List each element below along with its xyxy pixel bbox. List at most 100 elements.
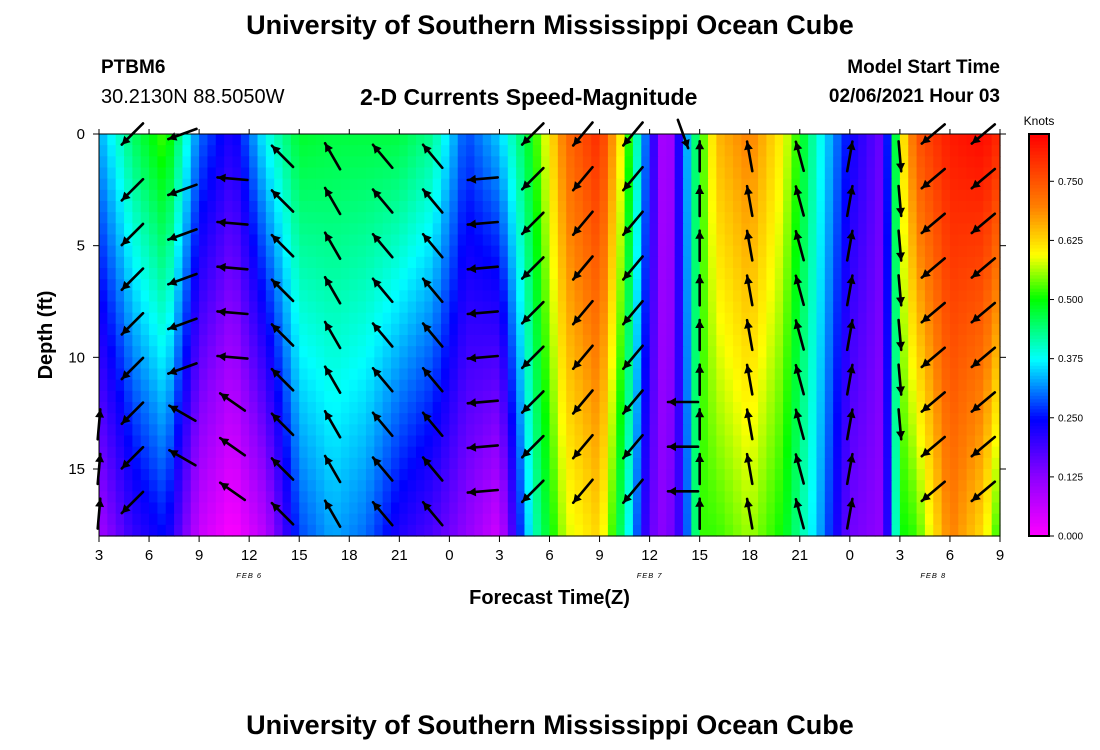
heatmap-cell [958, 368, 968, 381]
heatmap-cell [115, 480, 125, 492]
heatmap-cell [866, 189, 876, 202]
heatmap-cell [849, 346, 859, 358]
heatmap-cell [758, 223, 767, 236]
heatmap-cell [691, 446, 701, 459]
heatmap-cell [541, 167, 551, 180]
heatmap-cell [282, 256, 292, 269]
heatmap-cell [265, 290, 275, 303]
heatmap-cell [491, 457, 501, 470]
heatmap-cell [140, 346, 150, 358]
heatmap-cell [507, 368, 517, 381]
heatmap-cell [107, 234, 117, 247]
heatmap-cell [115, 357, 125, 370]
heatmap-cell [424, 402, 434, 414]
heatmap-cell [441, 201, 450, 213]
heatmap-cell [641, 413, 651, 425]
heatmap-cell [941, 223, 951, 236]
heatmap-cell [199, 413, 209, 425]
heatmap-cell [157, 435, 167, 448]
heatmap-cell [474, 234, 484, 247]
heatmap-cell [824, 413, 834, 425]
heatmap-cell [916, 346, 926, 358]
heatmap-cell [265, 323, 275, 336]
heatmap-cell [841, 290, 851, 303]
heatmap-cell [549, 424, 559, 437]
heatmap-cell [866, 134, 876, 146]
heatmap-cell [749, 480, 759, 492]
arrow-head [467, 487, 477, 497]
heatmap-cell [716, 346, 726, 358]
heatmap-cell [733, 212, 742, 224]
heatmap-cell [874, 245, 884, 258]
heatmap-cell [557, 469, 567, 481]
heatmap-cell [674, 413, 684, 425]
heatmap-cell [165, 268, 175, 280]
heatmap-cell [824, 457, 834, 470]
heatmap-cell [190, 379, 200, 392]
current-arrow [270, 501, 295, 526]
heatmap-cell [349, 189, 359, 202]
heatmap-cell [482, 312, 492, 325]
heatmap-cell [307, 290, 317, 303]
heatmap-cell [549, 480, 559, 492]
colorbar-cell [1029, 338, 1049, 343]
heatmap-cell [774, 312, 784, 325]
heatmap-cell [858, 301, 868, 314]
heatmap-cell [315, 346, 325, 358]
heatmap-cell [941, 290, 951, 303]
current-arrow [466, 219, 500, 229]
heatmap-cell [165, 335, 175, 347]
heatmap-cell [733, 446, 742, 459]
heatmap-cell [958, 134, 968, 146]
heatmap-cell [657, 178, 667, 191]
arrow-head [522, 359, 531, 368]
heatmap-cell [941, 524, 951, 537]
heatmap-cell [516, 234, 526, 247]
heatmap-cell [966, 402, 976, 414]
heatmap-cell [140, 312, 150, 325]
heatmap-cell [307, 167, 317, 180]
heatmap-cell [399, 290, 409, 303]
current-arrow [168, 448, 197, 467]
heatmap-cell [949, 256, 959, 269]
heatmap-cell [724, 323, 734, 336]
heatmap-cell [174, 335, 184, 347]
heatmap-cell [966, 379, 976, 392]
heatmap-cell [674, 513, 684, 526]
colorbar-cell [1029, 211, 1049, 215]
heatmap-cell [749, 491, 759, 504]
heatmap-cell [708, 245, 717, 258]
colorbar-cell [1029, 395, 1049, 400]
heatmap-cell [682, 424, 692, 437]
arrow-head [373, 457, 382, 467]
heatmap-cell [566, 446, 576, 459]
heatmap-cell [833, 156, 843, 169]
heatmap-cell [566, 390, 576, 403]
heatmap-cell [315, 290, 325, 303]
heatmap-cell [99, 424, 108, 437]
heatmap-cell [140, 390, 150, 403]
heatmap-cell [591, 480, 601, 492]
current-arrow [466, 487, 500, 497]
heatmap-cell [132, 480, 142, 492]
current-arrow [744, 318, 754, 352]
heatmap-cell [507, 178, 517, 191]
heatmap-cell [232, 178, 242, 191]
heatmap-cell [232, 245, 242, 258]
heatmap-cell [140, 524, 150, 537]
heatmap-cell [124, 134, 133, 146]
heatmap-cell [274, 402, 284, 414]
heatmap-cell [215, 457, 225, 470]
arrow-head [695, 364, 705, 373]
heatmap-cell [874, 446, 884, 459]
heatmap-cell [232, 424, 242, 437]
heatmap-cell [524, 212, 534, 224]
heatmap-cell [682, 402, 692, 414]
heatmap-cell [808, 245, 818, 258]
heatmap-cell [207, 513, 217, 526]
heatmap-cell [974, 513, 984, 526]
heatmap-cell [524, 379, 534, 392]
heatmap-cell [816, 413, 826, 425]
heatmap-cell [357, 335, 367, 347]
heatmap-cell [799, 335, 809, 347]
